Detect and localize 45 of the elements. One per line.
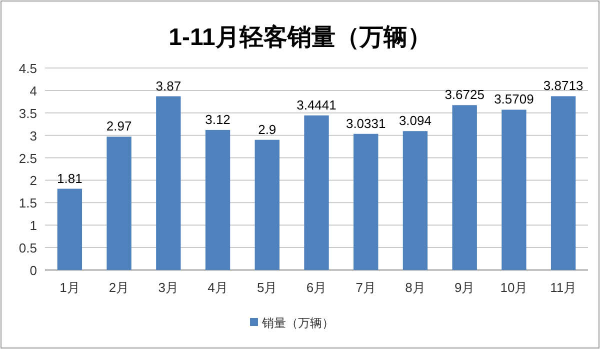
bar [57, 188, 82, 270]
bar [254, 140, 280, 270]
y-tick-label: 4.5 [18, 61, 37, 76]
bar [304, 115, 329, 270]
y-tick-label: 3 [30, 128, 37, 144]
bar [354, 134, 378, 270]
bar [452, 105, 477, 270]
x-tick-label: 3月 [158, 280, 179, 295]
data-label: 3.6725 [444, 87, 484, 102]
bar [156, 96, 181, 270]
x-tick-label: 7月 [356, 280, 376, 295]
data-label: 2.9 [258, 122, 276, 137]
x-tick-label: 6月 [306, 280, 327, 295]
bar [205, 130, 230, 270]
chart-title: 1-11月轻客销量（万辆） [168, 24, 432, 51]
data-label: 3.87 [156, 78, 182, 94]
bar [106, 136, 132, 270]
data-label: 3.094 [398, 113, 432, 128]
data-label: 2.97 [106, 118, 132, 134]
y-tick-label: 0.5 [18, 240, 37, 256]
data-label: 1.81 [57, 170, 82, 186]
data-label: 3.8713 [543, 78, 584, 94]
y-tick-label: 3.5 [18, 106, 37, 121]
y-tick-label: 2 [30, 173, 37, 188]
bar [402, 131, 428, 270]
bar [550, 96, 576, 270]
y-tick-label: 4 [30, 83, 37, 98]
x-tick-label: 8月 [405, 280, 426, 295]
y-tick-label: 1 [30, 218, 37, 234]
y-tick-label: 1.5 [18, 196, 37, 211]
x-tick-label: 2月 [108, 280, 130, 295]
x-tick-label: 5月 [257, 280, 278, 295]
legend-label: 销量（万辆） [261, 316, 334, 330]
x-tick-label: 4月 [208, 280, 228, 295]
y-tick-label: 0 [30, 263, 37, 278]
x-tick-label: 1月 [60, 280, 80, 295]
data-label: 3.0331 [346, 116, 386, 131]
bar [502, 110, 526, 270]
x-tick-label: 9月 [454, 280, 475, 295]
data-label: 3.5709 [494, 92, 534, 107]
data-label: 3.12 [205, 112, 230, 127]
data-label: 3.4441 [296, 97, 336, 112]
x-tick-label: 11月 [550, 280, 577, 295]
x-tick-label: 10月 [500, 280, 528, 295]
y-tick-label: 2.5 [18, 150, 37, 166]
